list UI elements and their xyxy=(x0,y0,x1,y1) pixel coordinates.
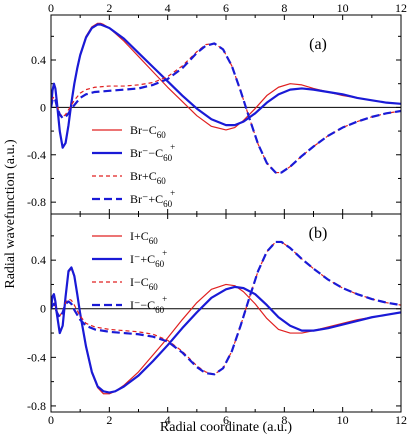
x-tick-label-top: 10 xyxy=(337,1,349,15)
legend-label: I⁻−C60+ xyxy=(130,294,167,315)
y-tick-label: -0.4 xyxy=(27,148,46,162)
x-tick-label-bottom: 2 xyxy=(106,413,112,427)
series-line xyxy=(51,266,401,394)
x-tick-label-bottom: 6 xyxy=(223,413,229,427)
y-tick-label: -0.4 xyxy=(27,350,46,364)
y-tick-label: -0.8 xyxy=(27,399,46,413)
x-tick-label-top: 0 xyxy=(48,1,54,15)
legend-label: Br−C60 xyxy=(130,123,166,140)
series-line xyxy=(51,42,401,174)
x-tick-label-top: 12 xyxy=(395,1,407,15)
legend: Br−C60 Br⁻−C60+ Br+C60 Br⁻+C60+ xyxy=(92,123,175,209)
y-tick-label: 0.4 xyxy=(31,53,46,67)
x-tick-label-bottom: 10 xyxy=(337,413,349,427)
y-tick-label: 0 xyxy=(40,302,46,316)
legend-label: I+C60 xyxy=(130,229,158,246)
series-line xyxy=(51,240,401,376)
x-tick-label-top: 2 xyxy=(106,1,112,15)
series-line xyxy=(51,23,401,149)
y-tick-label: -0.8 xyxy=(27,195,46,209)
y-tick-label: 0 xyxy=(40,100,46,114)
panel-tag: (a) xyxy=(309,36,327,53)
legend-label: I⁻+C60+ xyxy=(130,248,167,269)
series-line xyxy=(51,241,401,375)
x-tick-label-bottom: 4 xyxy=(165,413,171,427)
x-tick-label-top: 4 xyxy=(165,1,171,15)
legend: I+C60 I⁻+C60+ I−C60 I⁻−C60+ xyxy=(92,229,167,315)
series-line xyxy=(51,22,401,149)
legend-label: Br⁻+C60+ xyxy=(130,188,175,209)
x-tick-label-top: 6 xyxy=(223,1,229,15)
x-axis-title: Radial coordinate (a.u.) xyxy=(160,420,293,435)
panel-frame xyxy=(50,14,402,215)
panel-frame xyxy=(50,213,402,413)
y-axis-title: Radial wavefunction (a.u.) xyxy=(3,139,18,289)
legend-label: Br+C60 xyxy=(130,169,166,186)
panel-b: -0.8 -0.4 0 0.4 (b) I+C60 I⁻+C60+ I−C60 I⁻−C60+ xyxy=(27,213,402,413)
x-tick-label-bottom: 8 xyxy=(281,413,287,427)
legend-label: Br⁻−C60+ xyxy=(130,142,175,163)
legend-label: I−C60 xyxy=(130,275,158,292)
panel-tag: (b) xyxy=(309,225,328,242)
x-tick-label-top: 8 xyxy=(281,1,287,15)
x-tick-label-bottom: 12 xyxy=(395,413,407,427)
x-tick-label-bottom: 0 xyxy=(48,413,54,427)
y-tick-label: 0.4 xyxy=(31,253,46,267)
panel-a: -0.8 -0.4 0 0.4 (a) Br−C60 Br⁻−C60+ Br+C60 Br⁻+C… xyxy=(27,14,402,215)
